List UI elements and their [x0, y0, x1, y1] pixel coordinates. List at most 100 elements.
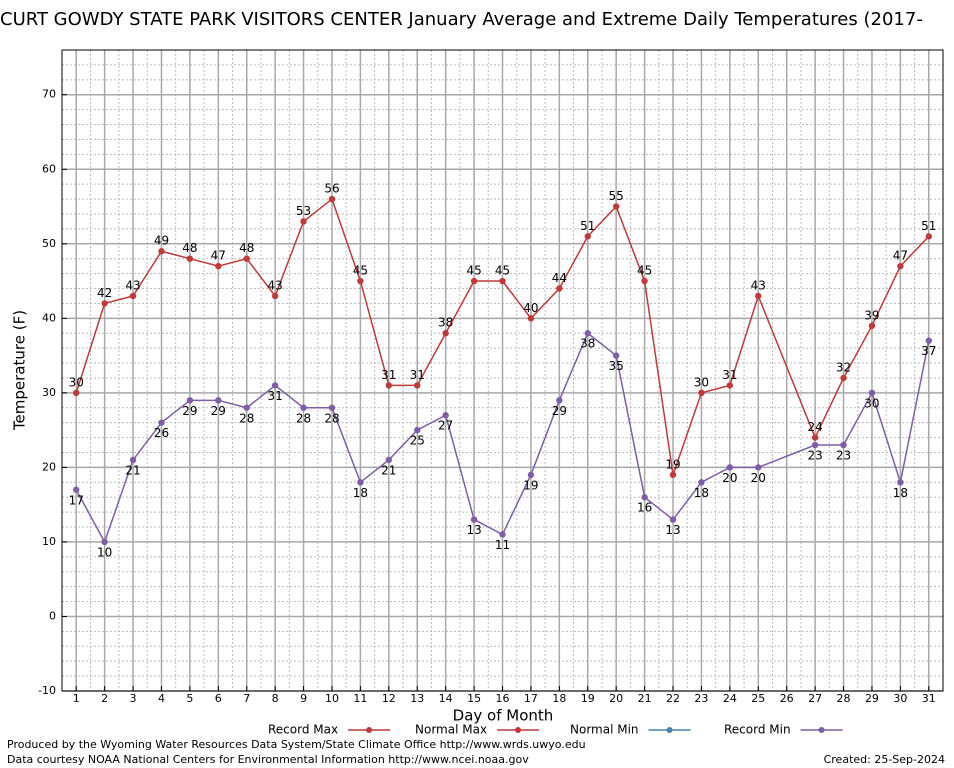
data-label: 31	[410, 368, 425, 382]
data-point	[470, 277, 478, 285]
data-label: 10	[97, 545, 112, 559]
data-label: 48	[239, 241, 254, 255]
data-label: 20	[751, 471, 766, 485]
x-tick-label: 17	[524, 692, 538, 705]
data-point	[271, 292, 279, 300]
data-label: 28	[296, 411, 311, 425]
data-point	[669, 516, 677, 523]
data-label: 56	[324, 182, 339, 196]
data-point	[442, 330, 449, 337]
data-label: 18	[353, 486, 368, 500]
y-tick-label: 10	[42, 535, 56, 548]
data-label: 13	[466, 523, 481, 537]
data-label: 30	[864, 396, 879, 410]
data-label: 47	[893, 249, 908, 263]
data-point	[129, 456, 137, 464]
data-label: 26	[154, 426, 169, 440]
data-point	[584, 330, 591, 337]
footer-text: Produced by the Wyoming Water Resources …	[7, 738, 586, 751]
data-point	[612, 352, 620, 359]
data-point	[243, 404, 250, 411]
data-label: 23	[836, 449, 851, 463]
data-label: 44	[552, 271, 567, 285]
data-point	[698, 479, 705, 486]
x-tick-label: 1	[73, 692, 80, 705]
legend-marker	[818, 727, 825, 733]
series-line	[75, 332, 930, 544]
data-point	[612, 203, 620, 210]
data-point	[698, 389, 705, 397]
data-label: 29	[211, 404, 226, 418]
data-label: 19	[523, 478, 538, 492]
data-label: 45	[637, 264, 652, 278]
data-point	[470, 516, 478, 523]
legend-label: Normal Min	[570, 723, 639, 737]
x-tick-label: 20	[609, 692, 623, 705]
data-label: 16	[637, 501, 652, 515]
x-tick-label: 5	[186, 692, 193, 705]
data-point	[73, 389, 80, 397]
data-point	[328, 195, 336, 203]
data-label: 18	[893, 486, 908, 500]
data-point	[357, 277, 364, 285]
data-point	[385, 456, 393, 464]
data-point	[556, 397, 563, 404]
data-label: 45	[495, 264, 510, 278]
data-point	[73, 486, 80, 493]
data-point	[811, 434, 819, 441]
data-label: 53	[296, 204, 311, 218]
x-tick-label: 31	[922, 692, 936, 705]
data-point	[271, 382, 279, 389]
data-point	[584, 233, 591, 240]
data-label: 39	[864, 308, 879, 322]
data-point	[300, 218, 307, 225]
data-label: 42	[97, 286, 112, 300]
data-point	[158, 419, 165, 426]
data-label: 40	[523, 301, 538, 315]
x-tick-label: 14	[439, 692, 453, 705]
data-point	[215, 397, 222, 404]
footer-text: Data courtesy NOAA National Centers for …	[7, 753, 529, 766]
data-point	[414, 426, 421, 434]
x-tick-label: 10	[325, 692, 339, 705]
data-label: 19	[665, 457, 680, 471]
data-label: 48	[182, 241, 197, 255]
data-label: 31	[722, 368, 737, 382]
x-tick-label: 7	[243, 692, 250, 705]
data-point	[186, 255, 194, 262]
x-tick-label: 6	[215, 692, 222, 705]
plot-frame	[61, 49, 944, 692]
data-label: 47	[211, 249, 226, 263]
data-label: 31	[268, 389, 283, 403]
data-point	[101, 538, 108, 546]
data-point	[158, 248, 165, 255]
data-label: 25	[410, 434, 425, 448]
y-tick-label: -10	[38, 684, 56, 697]
data-label: 49	[154, 234, 169, 248]
data-point	[755, 464, 762, 471]
y-tick-label: 40	[42, 311, 56, 324]
x-tick-label: 26	[780, 692, 794, 705]
data-point	[811, 441, 819, 449]
data-label: 45	[466, 264, 481, 278]
y-tick-label: 60	[42, 162, 56, 175]
footer-text: Created: 25-Sep-2024	[824, 753, 945, 766]
data-point	[527, 471, 535, 479]
x-tick-label: 2	[101, 692, 108, 705]
x-tick-label: 9	[300, 692, 307, 705]
data-label: 24	[807, 420, 822, 434]
data-label: 23	[807, 449, 822, 463]
x-tick-label: 25	[751, 692, 765, 705]
series-line	[75, 197, 930, 476]
data-label: 30	[694, 375, 709, 389]
data-label: 31	[381, 368, 396, 382]
x-tick-label: 18	[552, 692, 566, 705]
data-point	[868, 322, 876, 329]
data-label: 11	[495, 538, 510, 552]
data-point	[499, 277, 506, 285]
y-tick-label: 0	[49, 609, 56, 622]
legend-label: Record Max	[268, 723, 338, 737]
x-tick-label: 24	[723, 692, 737, 705]
data-label: 35	[609, 359, 624, 373]
